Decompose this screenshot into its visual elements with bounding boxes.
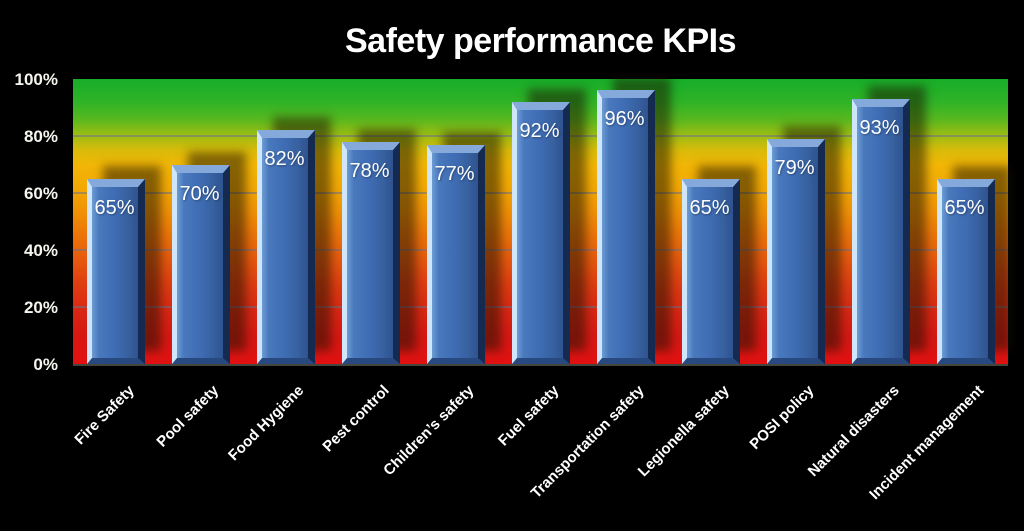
x-axis-category-label: Natural disasters [804, 382, 903, 481]
bar: 92% [511, 101, 570, 364]
x-axis-category-label: Legionella safety [634, 382, 733, 481]
bar: 79% [766, 138, 825, 364]
y-axis-tick-label: 80% [23, 127, 58, 146]
bar-value-label: 70% [179, 182, 220, 205]
y-axis-tick-label: 40% [23, 241, 58, 260]
y-axis-tick-label: 60% [23, 184, 58, 203]
bar-value-label: 78% [349, 159, 390, 182]
bar-value-label: 65% [689, 196, 730, 219]
x-axis-category-label: Pool safety [153, 382, 223, 451]
bar: 70% [171, 164, 230, 364]
bar-value-label: 77% [434, 162, 475, 185]
x-axis-category-label: POSI policy [746, 382, 818, 453]
bar-value-label: 96% [604, 108, 645, 131]
y-axis-tick-label: 20% [23, 298, 58, 317]
chart-title: Safety performance KPIs [345, 22, 737, 60]
bar-value-label: 79% [774, 156, 815, 179]
bar: 93% [851, 98, 910, 364]
x-axis-category-label: Children’s safety [380, 382, 478, 480]
bar: 65% [681, 178, 740, 364]
x-axis-category-label: Fuel safety [495, 382, 563, 450]
bar-value-label: 65% [94, 196, 135, 219]
bar: 82% [256, 130, 315, 364]
bar-value-label: 65% [944, 196, 985, 219]
x-axis-category-label: Fire Safety [71, 382, 138, 449]
bar: 65% [86, 178, 145, 364]
bar: 65% [936, 178, 995, 364]
x-axis-category-label: Pest control [319, 382, 393, 456]
bar: 77% [426, 144, 485, 364]
plot-area: 65% 70% 82% 78% 77% 92% 96% 65% 79% 93% … [73, 79, 1008, 366]
bar: 78% [341, 141, 400, 364]
bar-value-label: 82% [264, 148, 305, 171]
y-axis-tick-label: 100% [14, 70, 58, 89]
x-axis-category-label: Food Hygiene [225, 382, 308, 465]
bar: 96% [596, 90, 655, 364]
y-axis-tick-label: 0% [33, 355, 58, 374]
bar-value-label: 93% [859, 116, 900, 139]
bar-value-label: 92% [519, 119, 560, 142]
